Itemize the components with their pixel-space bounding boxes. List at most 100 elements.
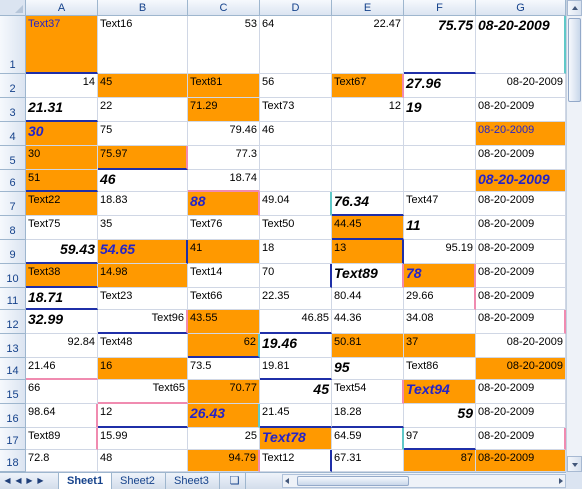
- cell-e6[interactable]: [332, 170, 404, 192]
- cell-c13[interactable]: 62: [188, 334, 260, 358]
- cell-f3[interactable]: 19: [404, 98, 476, 122]
- cell-e1[interactable]: 22.47: [332, 16, 404, 74]
- cell-b14[interactable]: 16: [98, 358, 188, 380]
- cell-d6[interactable]: [260, 170, 332, 192]
- cell-a17[interactable]: Text89: [26, 428, 98, 450]
- cell-f5[interactable]: [404, 146, 476, 170]
- cell-c17[interactable]: 25: [188, 428, 260, 450]
- cell-b15[interactable]: Text65: [98, 380, 188, 404]
- cell-f15[interactable]: Text94: [404, 380, 476, 404]
- row-header-15[interactable]: 15: [0, 380, 26, 404]
- row-header-9[interactable]: 9: [0, 240, 26, 264]
- cell-d13[interactable]: 19.46: [260, 334, 332, 358]
- cell-b5[interactable]: 75.97: [98, 146, 188, 170]
- cell-e10[interactable]: Text89: [332, 264, 404, 288]
- row-header-6[interactable]: 6: [0, 170, 26, 192]
- cell-g7[interactable]: 08-20-2009: [476, 192, 566, 216]
- cell-f18[interactable]: 87: [404, 450, 476, 472]
- cell-g5[interactable]: 08-20-2009: [476, 146, 566, 170]
- cell-e11[interactable]: 80.44: [332, 288, 404, 310]
- cell-f1[interactable]: 75.75: [404, 16, 476, 74]
- row-header-17[interactable]: 17: [0, 428, 26, 450]
- row-header-3[interactable]: 3: [0, 98, 26, 122]
- column-header-b[interactable]: B: [98, 0, 188, 16]
- cell-e13[interactable]: 50.81: [332, 334, 404, 358]
- scroll-left-icon[interactable]: [285, 478, 289, 484]
- cell-d5[interactable]: [260, 146, 332, 170]
- cell-e8[interactable]: 44.45: [332, 216, 404, 240]
- cell-a15[interactable]: 66: [26, 380, 98, 404]
- cell-c12[interactable]: 43.55: [188, 310, 260, 334]
- cell-a3[interactable]: 21.31: [26, 98, 98, 122]
- cell-g9[interactable]: 08-20-2009: [476, 240, 566, 264]
- row-header-12[interactable]: 12: [0, 310, 26, 334]
- cell-d9[interactable]: 18: [260, 240, 332, 264]
- cell-g17[interactable]: 08-20-2009: [476, 428, 566, 450]
- cell-g16[interactable]: 08-20-2009: [476, 404, 566, 428]
- cell-b1[interactable]: Text16: [98, 16, 188, 74]
- row-header-4[interactable]: 4: [0, 122, 26, 146]
- cell-d17[interactable]: Text78: [260, 428, 332, 450]
- last-sheet-icon[interactable]: ▶: [37, 476, 44, 485]
- cell-b10[interactable]: 14.98: [98, 264, 188, 288]
- cell-g18[interactable]: 08-20-2009: [476, 450, 566, 472]
- cell-d14[interactable]: 19.81: [260, 358, 332, 380]
- cell-c16[interactable]: 26.43: [188, 404, 260, 428]
- vertical-scroll-thumb[interactable]: [568, 18, 581, 102]
- insert-sheet-icon[interactable]: ❏: [224, 473, 246, 489]
- cell-b17[interactable]: 15.99: [98, 428, 188, 450]
- cell-e17[interactable]: 64.59: [332, 428, 404, 450]
- cell-e16[interactable]: 18.28: [332, 404, 404, 428]
- cell-d11[interactable]: 22.35: [260, 288, 332, 310]
- cell-e14[interactable]: 95: [332, 358, 404, 380]
- cell-g6[interactable]: 08-20-2009: [476, 170, 566, 192]
- cell-c14[interactable]: 73.5: [188, 358, 260, 380]
- column-header-f[interactable]: F: [404, 0, 476, 16]
- cell-c2[interactable]: Text81: [188, 74, 260, 98]
- column-header-c[interactable]: C: [188, 0, 260, 16]
- cell-d7[interactable]: 49.04: [260, 192, 332, 216]
- cell-c18[interactable]: 94.79: [188, 450, 260, 472]
- cell-g15[interactable]: 08-20-2009: [476, 380, 566, 404]
- cell-f14[interactable]: Text86: [404, 358, 476, 380]
- cell-a1[interactable]: Text37: [26, 16, 98, 74]
- cell-f9[interactable]: 95.19: [404, 240, 476, 264]
- cell-a7[interactable]: Text22: [26, 192, 98, 216]
- cell-d16[interactable]: 21.45: [260, 404, 332, 428]
- column-header-e[interactable]: E: [332, 0, 404, 16]
- row-header-2[interactable]: 2: [0, 74, 26, 98]
- cell-b3[interactable]: 22: [98, 98, 188, 122]
- cell-f7[interactable]: Text47: [404, 192, 476, 216]
- horizontal-scrollbar[interactable]: [282, 474, 566, 488]
- scroll-down-button[interactable]: [567, 456, 582, 472]
- row-header-11[interactable]: 11: [0, 288, 26, 310]
- column-header-d[interactable]: D: [260, 0, 332, 16]
- cell-c6[interactable]: 18.74: [188, 170, 260, 192]
- cell-f11[interactable]: 29.66: [404, 288, 476, 310]
- cell-f17[interactable]: 97: [404, 428, 476, 450]
- cell-a12[interactable]: 32.99: [26, 310, 98, 334]
- horizontal-scroll-thumb[interactable]: [297, 476, 409, 486]
- cell-c8[interactable]: Text76: [188, 216, 260, 240]
- sheet-tab-sheet1[interactable]: Sheet1: [58, 473, 112, 489]
- cell-b6[interactable]: 46: [98, 170, 188, 192]
- vertical-scrollbar[interactable]: [566, 0, 582, 472]
- cell-b18[interactable]: 48: [98, 450, 188, 472]
- column-header-g[interactable]: G: [476, 0, 566, 16]
- cell-f10[interactable]: 78: [404, 264, 476, 288]
- cell-a11[interactable]: 18.71: [26, 288, 98, 310]
- cell-d15[interactable]: 45: [260, 380, 332, 404]
- cell-c10[interactable]: Text14: [188, 264, 260, 288]
- cell-e7[interactable]: 76.34: [332, 192, 404, 216]
- row-header-16[interactable]: 16: [0, 404, 26, 428]
- cell-c3[interactable]: 71.29: [188, 98, 260, 122]
- cell-c7[interactable]: 88: [188, 192, 260, 216]
- cell-g8[interactable]: 08-20-2009: [476, 216, 566, 240]
- scroll-up-button[interactable]: [567, 0, 582, 16]
- cell-g14[interactable]: 08-20-2009: [476, 358, 566, 380]
- cell-d18[interactable]: Text12: [260, 450, 332, 472]
- cell-f12[interactable]: 34.08: [404, 310, 476, 334]
- cell-f8[interactable]: 11: [404, 216, 476, 240]
- row-header-7[interactable]: 7: [0, 192, 26, 216]
- cell-e3[interactable]: 12: [332, 98, 404, 122]
